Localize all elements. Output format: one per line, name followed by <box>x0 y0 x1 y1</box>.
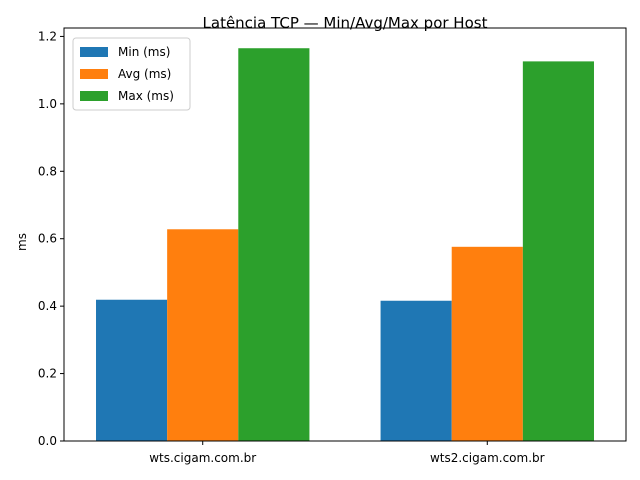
legend-swatch <box>80 69 108 79</box>
y-tick-label: 1.0 <box>38 97 57 111</box>
legend: Min (ms) Avg (ms) Max (ms) <box>72 37 191 111</box>
legend-swatch <box>80 47 108 57</box>
bar-min-1 <box>380 300 452 441</box>
bar-max-0 <box>238 48 310 441</box>
legend-swatch <box>80 91 108 101</box>
y-tick-label: 0.8 <box>38 164 57 178</box>
x-tick-label: wts.cigam.com.br <box>149 451 256 465</box>
bars-group <box>96 48 594 442</box>
y-ticks: 0.0 0.2 0.4 0.6 0.8 1.0 1.2 <box>38 29 64 448</box>
y-tick-label: 0.0 <box>38 434 57 448</box>
x-ticks: wts.cigam.com.br wts2.cigam.com.br <box>149 441 545 465</box>
bar-avg-0 <box>167 229 239 441</box>
legend-label: Min (ms) <box>118 45 170 59</box>
y-tick-label: 1.2 <box>38 29 57 43</box>
bar-avg-1 <box>451 246 523 441</box>
y-axis-label: ms <box>15 233 29 251</box>
y-tick-label: 0.4 <box>38 299 57 313</box>
chart-title: Latência TCP — Min/Avg/Max por Host <box>203 14 488 32</box>
y-tick-label: 0.6 <box>38 232 57 246</box>
legend-label: Avg (ms) <box>118 67 171 81</box>
bar-min-0 <box>96 299 168 441</box>
plot-frame <box>63 27 627 442</box>
x-tick-label: wts2.cigam.com.br <box>430 451 545 465</box>
bar-max-1 <box>522 61 594 442</box>
legend-label: Max (ms) <box>118 89 174 103</box>
y-tick-label: 0.2 <box>38 367 57 381</box>
